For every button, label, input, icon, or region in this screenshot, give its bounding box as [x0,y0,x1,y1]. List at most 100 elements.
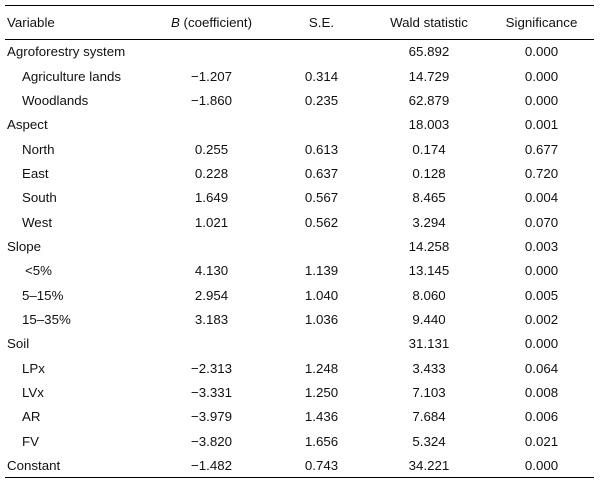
cell-significance: 0.000 [524,68,559,84]
header-significance: Significance [489,5,594,40]
cell-coefficient [149,332,274,356]
cell-variable: Constant [5,453,149,479]
cell-coefficient: 1.021 [194,214,229,230]
cell-variable: LPx [22,360,45,376]
cell-significance: 0.000 [524,92,559,108]
cell-wald: 0.174 [412,141,446,157]
cell-variable: 15–35% [22,311,71,327]
cell-se: 0.562 [304,214,339,230]
cell-coefficient: 4.130 [194,263,229,279]
cell-significance: 0.008 [524,384,559,400]
table-row: 5–15% 2.954 1.040 8.060 0.005 [5,283,594,307]
cell-coefficient: 0.255 [194,141,229,157]
cell-significance: 0.005 [524,287,559,303]
cell-se: 1.139 [304,263,339,279]
cell-se: 0.613 [304,141,339,157]
cell-variable: East [22,165,49,181]
cell-variable: North [22,141,55,157]
cell-coefficient [149,40,274,64]
cell-se: 1.250 [304,384,339,400]
cell-variable: FV [22,433,39,449]
cell-wald: 13.145 [408,263,450,279]
cell-wald: 5.324 [412,433,446,449]
table-row: Slope 14.258 0.003 [5,234,594,258]
cell-significance: 0.000 [489,453,594,479]
cell-wald: 9.440 [412,311,446,327]
cell-coefficient: −3.979 [190,409,233,425]
cell-wald: 14.258 [408,238,450,254]
header-b-symbol: B [170,15,180,30]
cell-variable: Aspect [7,117,48,133]
header-se: S.E. [274,5,369,40]
cell-variable: Soil [7,336,30,352]
cell-significance: 0.720 [524,165,559,181]
cell-wald: 0.128 [412,165,446,181]
table-row: Agroforestry system 65.892 0.000 [5,40,594,64]
table-row: 15–35% 3.183 1.036 9.440 0.002 [5,307,594,331]
cell-significance: 0.004 [524,190,559,206]
cell-wald: 31.131 [408,336,450,352]
cell-significance: 0.000 [524,263,559,279]
table-row: East 0.228 0.637 0.128 0.720 [5,161,594,185]
cell-wald: 62.879 [408,92,450,108]
cell-se [274,40,369,64]
cell-coefficient: −3.331 [190,384,233,400]
cell-variable: South [22,190,57,206]
cell-variable: <5% [25,263,52,279]
cell-significance: 0.001 [524,117,559,133]
cell-wald: 7.684 [412,409,446,425]
cell-coefficient: −1.860 [190,92,233,108]
regression-table: Variable B (coefficient) S.E. Wald stati… [5,5,594,479]
header-variable: Variable [5,5,149,40]
cell-coefficient [149,234,274,258]
cell-coefficient [149,113,274,137]
cell-se: 1.040 [304,287,339,303]
cell-significance: 0.002 [524,311,559,327]
cell-variable: LVx [22,384,44,400]
table-row: LPx −2.313 1.248 3.433 0.064 [5,356,594,380]
cell-wald: 7.103 [412,384,446,400]
cell-coefficient: 0.228 [194,165,229,181]
cell-se: 0.637 [304,165,339,181]
table-row: Woodlands −1.860 0.235 62.879 0.000 [5,88,594,112]
cell-wald: 18.003 [408,117,450,133]
cell-variable: West [22,214,53,230]
table-row: LVx −3.331 1.250 7.103 0.008 [5,380,594,404]
table-row: Constant −1.482 0.743 34.221 0.000 [5,453,594,479]
table-header: Variable B (coefficient) S.E. Wald stati… [5,5,594,40]
cell-wald: 14.729 [408,68,450,84]
cell-wald: 8.465 [412,190,446,206]
cell-se: 1.036 [304,311,339,327]
cell-se [274,332,369,356]
table-row: South 1.649 0.567 8.465 0.004 [5,186,594,210]
cell-se: 1.436 [304,409,339,425]
table-row: West 1.021 0.562 3.294 0.070 [5,210,594,234]
cell-coefficient: 2.954 [194,287,229,303]
cell-se: 0.567 [304,190,339,206]
cell-significance: 0.000 [524,44,559,60]
header-row: Variable B (coefficient) S.E. Wald stati… [5,5,594,40]
cell-variable: 5–15% [22,287,64,303]
cell-significance: 0.677 [524,141,559,157]
cell-significance: 0.064 [524,360,559,376]
cell-significance: 0.006 [524,409,559,425]
cell-coefficient: −3.820 [190,433,233,449]
cell-coefficient: 1.649 [194,190,229,206]
cell-se: 1.656 [304,433,339,449]
cell-wald: 8.060 [412,287,446,303]
cell-se: 0.314 [304,68,339,84]
cell-significance: 0.021 [524,433,559,449]
table-row: FV −3.820 1.656 5.324 0.021 [5,429,594,453]
cell-coefficient: −1.482 [149,453,274,479]
cell-se: 0.235 [304,92,339,108]
table-row: Agriculture lands −1.207 0.314 14.729 0.000 [5,64,594,88]
table-row: Soil 31.131 0.000 [5,332,594,356]
cell-coefficient: −1.207 [190,68,233,84]
cell-coefficient: 3.183 [194,311,229,327]
cell-significance: 0.000 [524,336,559,352]
cell-variable: Agroforestry system [7,44,126,60]
cell-se: 1.248 [304,360,339,376]
cell-coefficient: −2.313 [190,360,233,376]
table-row: <5% 4.130 1.139 13.145 0.000 [5,259,594,283]
